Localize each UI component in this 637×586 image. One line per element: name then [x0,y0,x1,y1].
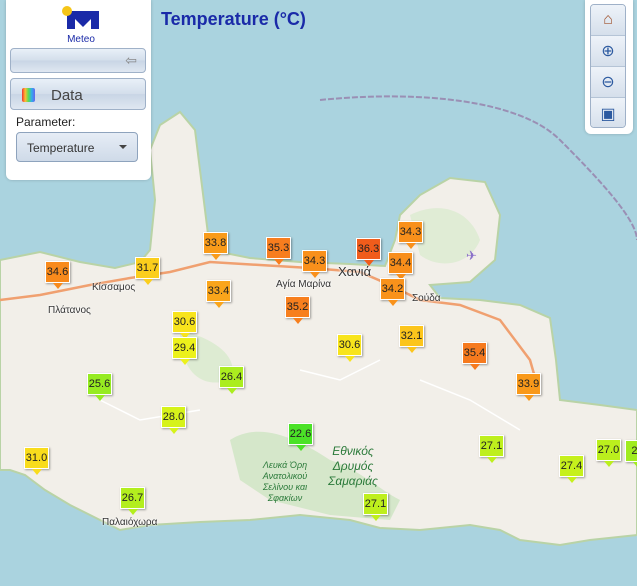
parameter-value: Temperature [27,141,95,155]
station-marker[interactable]: 28.0 [161,406,186,434]
place-label: Πλάτανος [48,305,91,316]
zoom-out-icon: ⊖ [601,74,615,91]
chevron-down-icon [119,145,127,149]
station-marker[interactable]: 33.9 [516,373,541,401]
station-marker[interactable]: 36.3 [356,238,381,266]
station-marker[interactable]: 35.3 [266,237,291,265]
arrow-left-icon: ⇦ [125,52,137,68]
station-marker[interactable]: 30.6 [172,311,197,339]
map-title: Temperature (°C) [161,9,306,29]
data-button[interactable]: Data [10,78,146,110]
station-marker[interactable]: 31.0 [24,447,49,475]
station-marker[interactable]: 30.6 [337,334,362,362]
station-marker[interactable]: 26.4 [219,366,244,394]
station-marker[interactable]: 26 [625,440,637,468]
park-label: Λευκά Όρη Ανατολικού Σελίνου και Σφακίων [262,460,308,503]
parameter-select[interactable]: Temperature [16,132,138,162]
station-marker[interactable]: 34.6 [45,261,70,289]
station-marker[interactable]: 27.4 [559,455,584,483]
station-marker[interactable]: 27.1 [479,435,504,463]
place-label: Παλαιόχωρα [102,517,158,528]
zoom-out-button[interactable]: ⊖ [591,67,625,98]
place-label: Αγία Μαρίνα [276,279,332,290]
station-marker[interactable]: 27.0 [596,439,621,467]
zoom-in-icon: ⊕ [601,43,615,60]
zoom-extent-button[interactable]: ▣ [591,98,625,127]
airport-icon: ✈ [466,248,477,263]
home-icon: ⌂ [603,11,613,28]
station-marker[interactable]: 27.1 [363,493,388,521]
home-button[interactable]: ⌂ [591,5,625,36]
station-marker[interactable]: 35.2 [285,296,310,324]
park-label: Εθνικός Δρυμός Σαμαριάς [328,444,378,488]
station-marker[interactable]: 34.4 [388,252,413,280]
station-marker[interactable]: 32.1 [399,325,424,353]
station-marker[interactable]: 26.7 [120,487,145,515]
station-marker[interactable]: 34.3 [398,221,423,249]
station-marker[interactable]: 34.3 [302,250,327,278]
side-panel: Meteo ⇦ Data Parameter: Temperature [6,0,151,180]
collapse-panel-button[interactable]: ⇦ [10,48,146,73]
station-marker[interactable]: 35.4 [462,342,487,370]
meteo-logo: Meteo [61,5,101,45]
station-marker[interactable]: 34.2 [380,278,405,306]
station-marker[interactable]: 29.4 [172,337,197,365]
station-marker[interactable]: 33.4 [206,280,231,308]
place-label: Κίσσαμος [92,282,136,293]
map-toolbar: ⌂ ⊕ ⊖ ▣ [585,0,633,134]
data-label: Data [51,87,83,104]
station-marker[interactable]: 25.6 [87,373,112,401]
station-marker[interactable]: 31.7 [135,257,160,285]
station-marker[interactable]: 22.6 [288,423,313,451]
logo-text: Meteo [67,34,95,45]
place-label: Χανιά [338,264,372,279]
color-scale-icon [22,88,35,102]
zoom-in-button[interactable]: ⊕ [591,36,625,67]
place-label: Σούδα [412,293,441,304]
parameter-label: Parameter: [16,115,76,129]
extent-icon: ▣ [600,105,616,123]
station-marker[interactable]: 33.8 [203,232,228,260]
